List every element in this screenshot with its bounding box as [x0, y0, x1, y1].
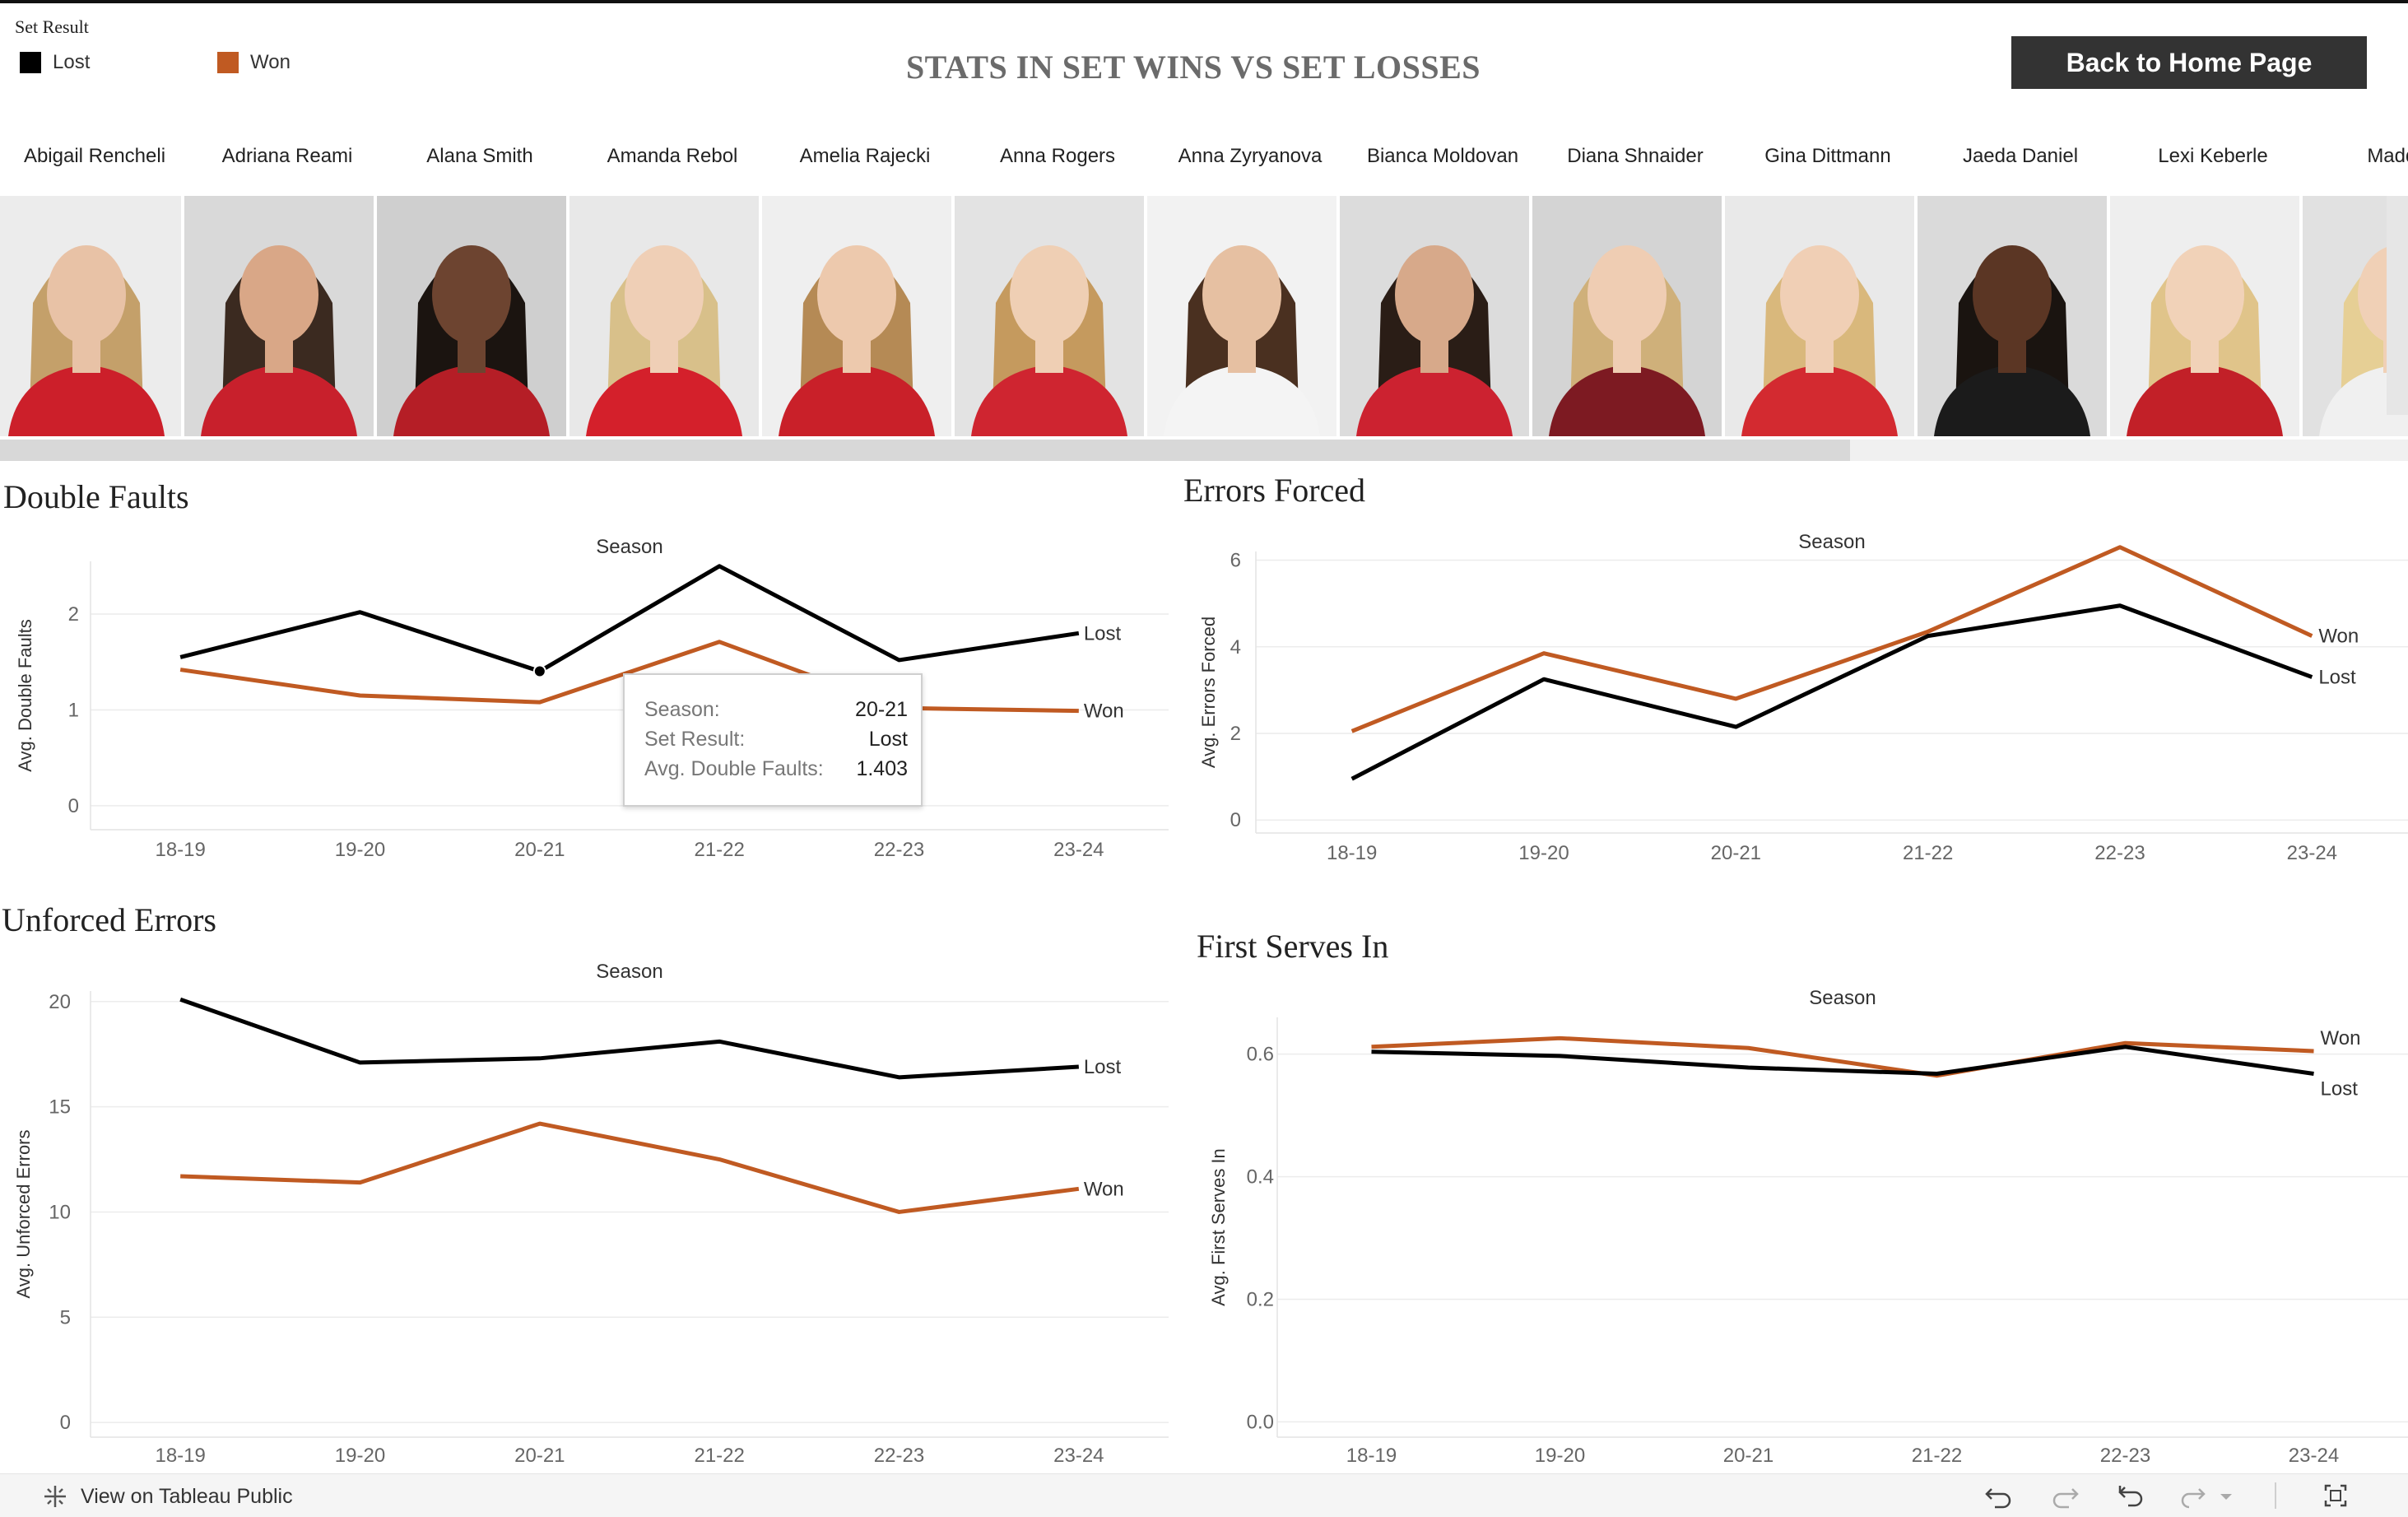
highlighted-point[interactable] [534, 666, 546, 677]
chart-2[interactable]: 0 5 10 15 20 Season Avg. Unforced Errors 18-19 1… [13, 961, 1169, 1467]
y-tick-label: 0 [60, 1412, 71, 1434]
x-tick-label: 21-22 [1903, 842, 1953, 864]
tooltip: Season: 20-21 Set Result: Lost Avg. Doub… [623, 673, 923, 807]
y-tick-label: 2 [1230, 723, 1241, 745]
x-tick-label: 22-23 [2094, 842, 2145, 864]
chart-3[interactable]: 0.0 0.2 0.4 0.6 Season Avg. First Serves In 18… [1208, 987, 2408, 1467]
x-tick-label: 19-20 [1518, 842, 1569, 864]
series-line-won[interactable] [180, 1124, 1079, 1212]
x-tick-label: 18-19 [155, 1445, 205, 1467]
y-axis-title: Avg. Double Faults [15, 619, 35, 771]
series-end-label: Lost [2318, 667, 2356, 689]
tableau-footer: View on Tableau Public [0, 1473, 2408, 1517]
x-tick-label: 23-24 [2287, 842, 2337, 864]
tooltip-season-key: Season: [644, 698, 720, 722]
y-axis-title: Avg. First Serves In [1208, 1148, 1229, 1306]
y-tick-label: 5 [60, 1306, 71, 1329]
revert-icon[interactable] [2115, 1481, 2148, 1510]
y-tick-label: 2 [68, 603, 79, 626]
x-tick-label: 18-19 [155, 839, 205, 861]
redo-icon[interactable] [2049, 1481, 2082, 1510]
x-tick-label: 21-22 [1912, 1445, 1962, 1467]
y-tick-label: 0.6 [1247, 1044, 1274, 1066]
x-tick-label: 20-21 [514, 1445, 565, 1467]
series-end-label: Lost [1084, 622, 1122, 644]
tooltip-metric-value: 1.403 [856, 757, 908, 781]
x-tick-label: 23-24 [2289, 1445, 2339, 1467]
chart-0[interactable]: 0 1 2 Season Avg. Double Faults 18-19 19-20 20-… [15, 536, 1169, 861]
y-axis-title: Avg. Errors Forced [1198, 617, 1219, 768]
x-tick-label: 19-20 [335, 1445, 385, 1467]
y-axis-title: Avg. Unforced Errors [13, 1129, 34, 1298]
series-end-label: Lost [2321, 1077, 2359, 1100]
series-end-label: Lost [1084, 1056, 1122, 1078]
refresh-icon[interactable] [2176, 1481, 2209, 1510]
x-axis-title: Season [596, 961, 662, 983]
y-tick-label: 0.4 [1247, 1166, 1274, 1189]
y-tick-label: 0.0 [1247, 1411, 1274, 1433]
y-tick-label: 10 [49, 1201, 71, 1223]
x-tick-label: 20-21 [1711, 842, 1761, 864]
x-tick-label: 21-22 [694, 1445, 744, 1467]
y-tick-label: 0 [1230, 809, 1241, 831]
dropdown-icon[interactable] [2217, 1481, 2235, 1510]
x-tick-label: 18-19 [1346, 1445, 1397, 1467]
x-tick-label: 22-23 [874, 1445, 924, 1467]
x-tick-label: 21-22 [694, 839, 744, 861]
x-tick-label: 19-20 [1535, 1445, 1585, 1467]
x-tick-label: 23-24 [1053, 1445, 1104, 1467]
x-tick-label: 23-24 [1053, 839, 1104, 861]
series-end-label: Won [2321, 1027, 2361, 1049]
tooltip-season-value: 20-21 [855, 698, 908, 722]
fullscreen-icon[interactable] [2319, 1481, 2352, 1510]
chart-1[interactable]: 0 2 4 6 Season Avg. Errors Forced 18-19 19-20 20… [1198, 531, 2408, 864]
tooltip-result-value: Lost [869, 728, 908, 752]
view-on-tableau-public-link[interactable]: View on Tableau Public [41, 1482, 293, 1510]
tableau-logo-icon [41, 1482, 69, 1510]
series-end-label: Won [1084, 700, 1124, 723]
footer-separator [2275, 1482, 2276, 1509]
series-line-lost[interactable] [180, 566, 1079, 672]
y-tick-label: 0 [68, 795, 79, 817]
y-tick-label: 15 [49, 1096, 71, 1119]
undo-icon[interactable] [1982, 1481, 2015, 1510]
x-tick-label: 20-21 [1723, 1445, 1773, 1467]
tooltip-result-key: Set Result: [644, 728, 745, 752]
x-axis-title: Season [1809, 987, 1876, 1009]
x-axis-title: Season [1798, 531, 1865, 553]
x-tick-label: 22-23 [2100, 1445, 2150, 1467]
x-tick-label: 19-20 [335, 839, 385, 861]
series-end-label: Won [2318, 626, 2359, 648]
y-tick-label: 0.2 [1247, 1288, 1274, 1310]
x-axis-title: Season [596, 536, 662, 558]
y-tick-label: 4 [1230, 636, 1241, 658]
y-tick-label: 20 [49, 991, 71, 1013]
series-line-lost[interactable] [180, 999, 1079, 1077]
x-tick-label: 22-23 [874, 839, 924, 861]
series-end-label: Won [1084, 1178, 1124, 1200]
x-tick-label: 18-19 [1327, 842, 1377, 864]
y-tick-label: 1 [68, 699, 79, 721]
view-on-tableau-public-label: View on Tableau Public [81, 1485, 293, 1509]
series-line-lost[interactable] [1352, 606, 2313, 779]
y-tick-label: 6 [1230, 550, 1241, 572]
x-tick-label: 20-21 [514, 839, 565, 861]
tooltip-metric-key: Avg. Double Faults: [644, 757, 824, 781]
